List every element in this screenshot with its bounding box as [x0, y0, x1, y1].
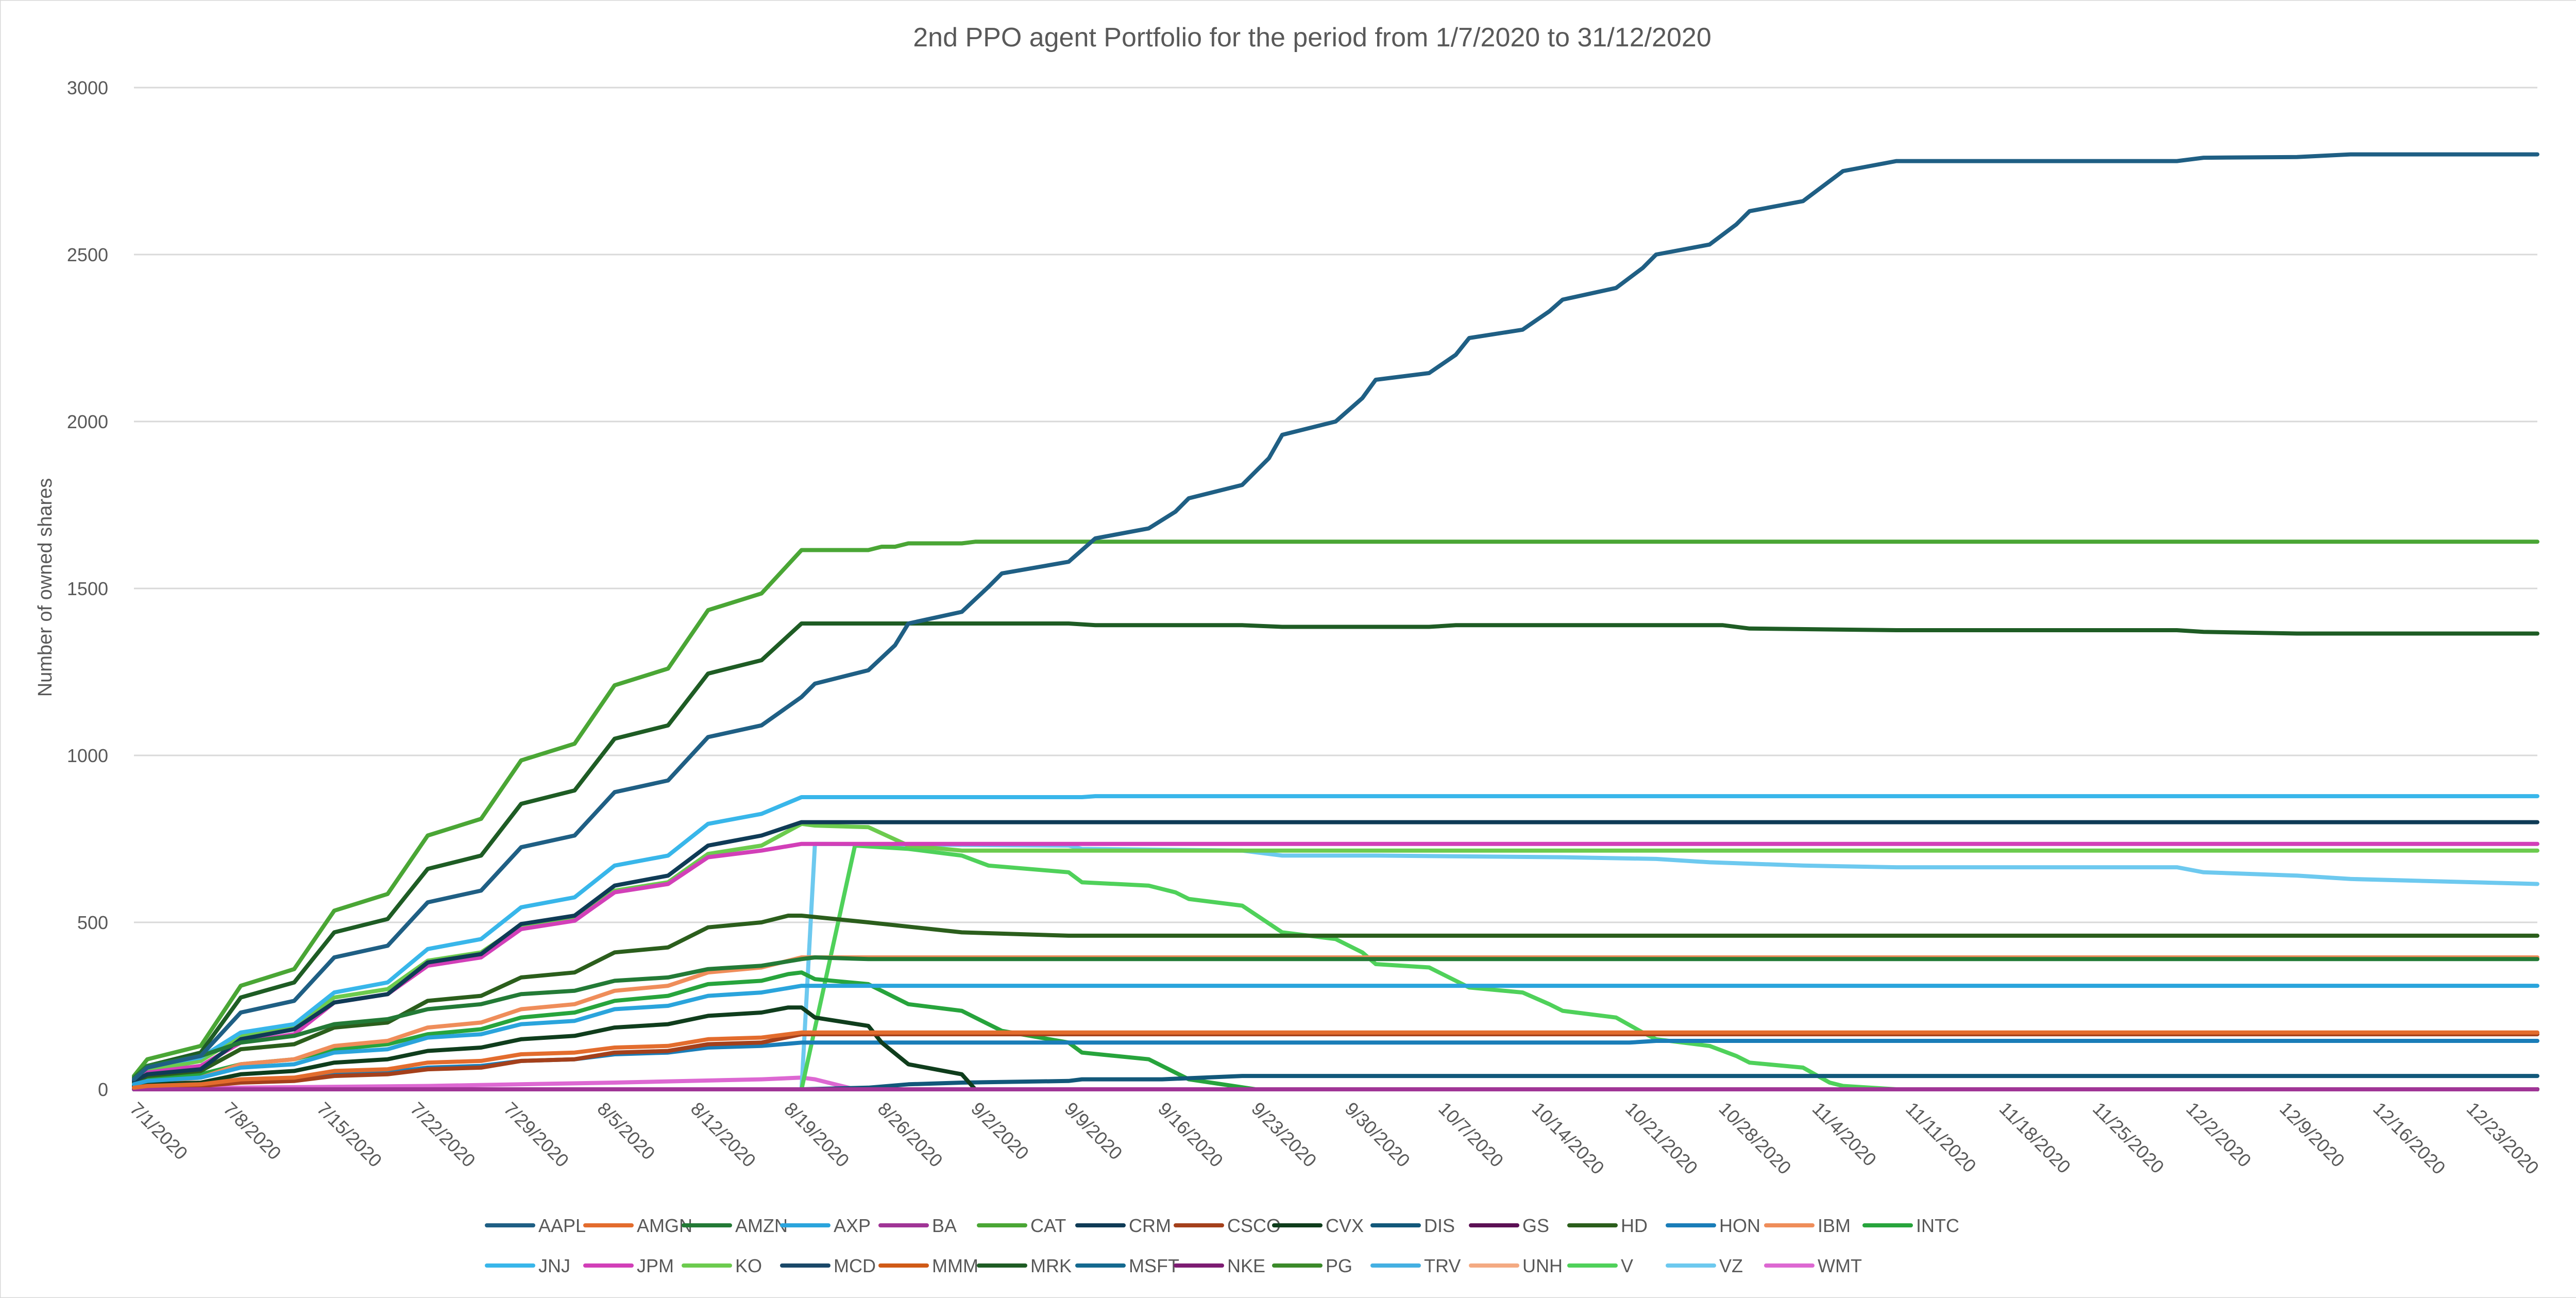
legend-label: JPM — [637, 1255, 674, 1276]
legend-item-jpm: JPM — [583, 1255, 674, 1276]
legend-label: MMM — [932, 1255, 978, 1276]
y-axis-ticks: 0 500 1000 1500 2000 2500 3000 — [67, 77, 108, 1100]
legend-item-unh: UNH — [1469, 1255, 1563, 1276]
series-line-aapl — [132, 152, 2539, 1082]
series-lines — [132, 152, 2539, 1091]
legend-item-wmt: WMT — [1764, 1255, 1862, 1276]
legend-item-cat: CAT — [977, 1215, 1066, 1236]
series-line-v — [132, 844, 2539, 1091]
legend-label: GS — [1522, 1215, 1549, 1236]
series-line-mrk — [132, 621, 2539, 1082]
series-line-amgn — [132, 1030, 2539, 1090]
legend-item-dis: DIS — [1370, 1215, 1455, 1236]
series-line-amzn — [132, 955, 2539, 1080]
legend-item-v: V — [1567, 1255, 1633, 1276]
y-tick-label: 1000 — [67, 745, 108, 766]
legend-item-intc: INTC — [1862, 1215, 1959, 1236]
legend-label: MRK — [1030, 1255, 1072, 1276]
legend-item-ibm: IBM — [1764, 1215, 1851, 1236]
legend-label: PG — [1326, 1255, 1352, 1276]
y-tick-label: 2500 — [67, 244, 108, 265]
legend: AAPL AMGN AMZN AXP BA CAT CRM CSCO CVX DIS GS HD HON… — [485, 1215, 1959, 1276]
legend-item-gs: GS — [1469, 1215, 1549, 1236]
legend-label: UNH — [1522, 1255, 1563, 1276]
y-tick-label: 3000 — [67, 77, 108, 98]
legend-label: AXP — [834, 1215, 871, 1236]
series-line-crm — [132, 820, 2539, 1083]
legend-item-aapl: AAPL — [485, 1215, 586, 1236]
legend-label: VZ — [1719, 1255, 1743, 1276]
legend-item-ko: KO — [682, 1255, 762, 1276]
legend-label: CSCO — [1227, 1215, 1281, 1236]
legend-item-nke: NKE — [1174, 1255, 1265, 1276]
legend-item-ba: BA — [878, 1215, 957, 1236]
legend-label: MSFT — [1129, 1255, 1179, 1276]
legend-item-jnj: JNJ — [485, 1255, 570, 1276]
legend-label: CVX — [1326, 1215, 1364, 1236]
series-line-ibm — [132, 955, 2539, 1088]
y-tick-label: 2000 — [67, 411, 108, 432]
legend-item-mmm: MMM — [878, 1255, 978, 1276]
legend-label: TRV — [1424, 1255, 1461, 1276]
series-line-wmt — [132, 1075, 2539, 1091]
legend-label: NKE — [1227, 1255, 1265, 1276]
series-line-cvx — [132, 1005, 2539, 1091]
y-axis-title: Number of owned shares — [35, 478, 56, 697]
series-line-cat — [132, 540, 2539, 1078]
series-line-axp — [132, 984, 2539, 1087]
legend-item-cvx: CVX — [1272, 1215, 1364, 1236]
legend-item-mcd: MCD — [780, 1255, 876, 1276]
legend-item-pg: PG — [1272, 1255, 1352, 1276]
legend-label: MCD — [834, 1255, 876, 1276]
series-line-hd — [132, 914, 2539, 1085]
y-tick-label: 0 — [98, 1079, 108, 1100]
y-tick-label: 500 — [77, 912, 108, 933]
series-line-jnj — [132, 794, 2539, 1078]
legend-item-amzn: AMZN — [682, 1215, 788, 1236]
legend-label: HON — [1719, 1215, 1760, 1236]
legend-label: IBM — [1818, 1215, 1851, 1236]
legend-label: WMT — [1818, 1255, 1862, 1276]
legend-label: DIS — [1424, 1215, 1455, 1236]
legend-item-hon: HON — [1666, 1215, 1760, 1236]
legend-item-trv: TRV — [1370, 1255, 1461, 1276]
legend-item-axp: AXP — [780, 1215, 871, 1236]
legend-item-mrk: MRK — [977, 1255, 1072, 1276]
legend-item-crm: CRM — [1075, 1215, 1171, 1236]
y-tick-label: 1500 — [67, 578, 108, 599]
legend-label: BA — [932, 1215, 957, 1236]
series-line-csco — [132, 1032, 2539, 1090]
legend-label: CRM — [1129, 1215, 1171, 1236]
legend-label: CAT — [1030, 1215, 1066, 1236]
legend-label: INTC — [1916, 1215, 1959, 1236]
legend-label: KO — [735, 1255, 762, 1276]
chart-title: 2nd PPO agent Portfolio for the period f… — [913, 23, 1711, 53]
legend-item-hd: HD — [1567, 1215, 1648, 1236]
legend-label: AMZN — [735, 1215, 788, 1236]
legend-label: V — [1621, 1255, 1633, 1276]
legend-item-csco: CSCO — [1174, 1215, 1281, 1236]
legend-label: AAPL — [538, 1215, 586, 1236]
legend-item-msft: MSFT — [1075, 1255, 1179, 1276]
legend-label: HD — [1621, 1215, 1648, 1236]
legend-item-vz: VZ — [1666, 1255, 1743, 1276]
legend-label: JNJ — [538, 1255, 570, 1276]
